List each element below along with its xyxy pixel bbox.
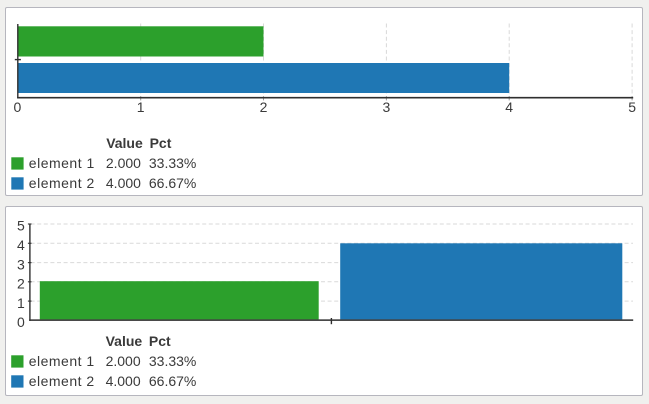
svg-text:Pct: Pct [149,333,171,349]
svg-text:0: 0 [17,314,25,330]
svg-text:66.67%: 66.67% [149,373,196,389]
svg-text:33.33%: 33.33% [149,155,196,171]
svg-text:element 1: element 1 [29,353,95,369]
svg-text:2: 2 [17,276,25,292]
svg-text:4: 4 [505,99,513,115]
svg-text:1: 1 [137,99,145,115]
svg-text:3: 3 [383,99,391,115]
svg-text:33.33%: 33.33% [149,353,196,369]
svg-text:element 2: element 2 [29,175,95,191]
svg-text:element 1: element 1 [29,155,95,171]
svg-text:Value: Value [106,333,143,349]
svg-text:4: 4 [17,237,25,253]
svg-text:4.000: 4.000 [106,373,141,389]
svg-text:4.000: 4.000 [106,175,141,191]
svg-text:Value: Value [106,135,143,151]
svg-text:2.000: 2.000 [106,353,141,369]
svg-text:5: 5 [17,218,25,234]
svg-text:66.67%: 66.67% [149,175,196,191]
svg-text:5: 5 [628,99,636,115]
svg-text:1: 1 [17,295,25,311]
svg-text:Pct: Pct [150,135,172,151]
svg-text:element 2: element 2 [29,373,95,389]
svg-text:2.000: 2.000 [106,155,141,171]
svg-text:0: 0 [14,99,22,115]
svg-text:2: 2 [260,99,268,115]
svg-text:3: 3 [17,256,25,272]
